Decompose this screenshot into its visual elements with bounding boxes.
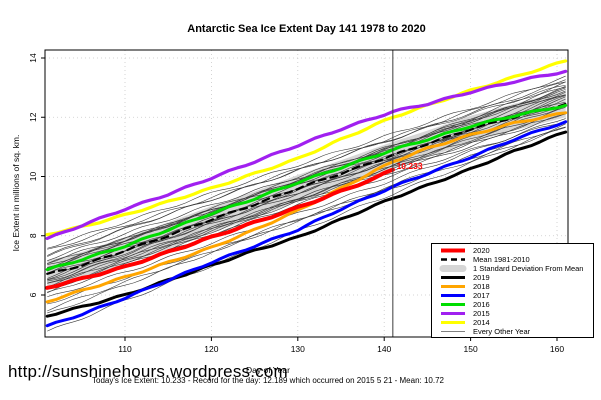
x-tick-label: 150 bbox=[464, 344, 478, 354]
series-2014 bbox=[45, 59, 568, 237]
y-tick-label: 10 bbox=[28, 172, 38, 182]
legend-label: 2020 bbox=[473, 245, 490, 255]
legend-entry-every-other-year: Every Other Year bbox=[438, 327, 593, 336]
legend-entry-1-standard-deviation-from-mean: 1 Standard Deviation From Mean bbox=[438, 264, 593, 273]
legend-entry-2020: 2020 bbox=[438, 246, 593, 255]
series-2020 bbox=[45, 167, 395, 290]
series-2016 bbox=[45, 103, 568, 271]
year-line bbox=[47, 81, 566, 256]
legend-label: 2015 bbox=[473, 308, 490, 318]
x-tick-label: 160 bbox=[550, 344, 564, 354]
legend-swatch-line bbox=[441, 330, 465, 332]
legend-label: 2014 bbox=[473, 317, 490, 327]
x-tick-label: 130 bbox=[291, 344, 305, 354]
legend-entry-2019: 2019 bbox=[438, 273, 593, 282]
legend-swatch-line bbox=[441, 311, 465, 315]
legend-label: 2019 bbox=[473, 272, 490, 282]
y-tick-label: 6 bbox=[28, 292, 38, 297]
legend-entry-2017: 2017 bbox=[438, 291, 593, 300]
legend-swatch-line bbox=[441, 275, 465, 279]
data-curves bbox=[45, 59, 568, 332]
y-axis-label: Ice Extent in millions of sq. km. bbox=[11, 134, 21, 252]
x-tick-label: 120 bbox=[204, 344, 218, 354]
legend-label: 2016 bbox=[473, 299, 490, 309]
y-tick-label: 8 bbox=[28, 233, 38, 238]
footer-url[interactable]: http://sunshinehours.wordpress.com bbox=[8, 362, 288, 381]
footer-stats: Today's Ice Extent: 10.233 - Record for … bbox=[92, 376, 444, 385]
chart-title: Antarctic Sea Ice Extent Day 141 1978 to… bbox=[187, 23, 426, 35]
year-line bbox=[47, 79, 566, 250]
x-tick-label: 140 bbox=[377, 344, 391, 354]
year-line bbox=[47, 90, 566, 268]
legend-entry-2018: 2018 bbox=[438, 282, 593, 291]
legend-entry-2015: 2015 bbox=[438, 309, 593, 318]
legend-label: 2018 bbox=[473, 281, 490, 291]
y-tick-label: 12 bbox=[28, 112, 38, 122]
legend-swatch-line bbox=[441, 248, 465, 252]
legend-label: Mean 1981-2010 bbox=[473, 254, 530, 264]
series-mean-1981-2010 bbox=[46, 102, 567, 275]
legend-swatch-line bbox=[441, 257, 465, 261]
legend-swatch-line bbox=[441, 293, 465, 297]
series-2017 bbox=[45, 120, 568, 328]
legend-label: Every Other Year bbox=[473, 326, 531, 336]
year-line bbox=[47, 87, 566, 262]
legend-swatch-line bbox=[441, 320, 465, 324]
axes: 110 120 130 140 150 160 6 8 10 12 14 bbox=[28, 53, 564, 354]
plot-border bbox=[44, 49, 569, 338]
legend-entry-2014: 2014 bbox=[438, 318, 593, 327]
year-line bbox=[47, 75, 566, 249]
year-line bbox=[47, 118, 566, 298]
x-axis-label: Day of Year bbox=[246, 365, 290, 375]
legend-label: 2017 bbox=[473, 290, 490, 300]
legend-entry-2016: 2016 bbox=[438, 300, 593, 309]
legend: 2020 Mean 1981-2010 1 Standard Deviation F… bbox=[431, 243, 594, 338]
y-tick-label: 14 bbox=[28, 53, 38, 63]
year-line bbox=[47, 113, 566, 290]
legend-swatch-line bbox=[441, 302, 465, 306]
legend-label: 1 Standard Deviation From Mean bbox=[473, 263, 584, 273]
legend-entry-mean-1981-2010: Mean 1981-2010 bbox=[438, 255, 593, 264]
year-line bbox=[47, 127, 566, 332]
todays-value-annotation: 10.233 bbox=[397, 161, 423, 171]
legend-swatch-band bbox=[439, 264, 467, 272]
legend-swatch-line bbox=[441, 284, 465, 288]
series-2015 bbox=[45, 69, 568, 241]
x-tick-label: 110 bbox=[118, 344, 132, 354]
year-line bbox=[47, 104, 566, 282]
